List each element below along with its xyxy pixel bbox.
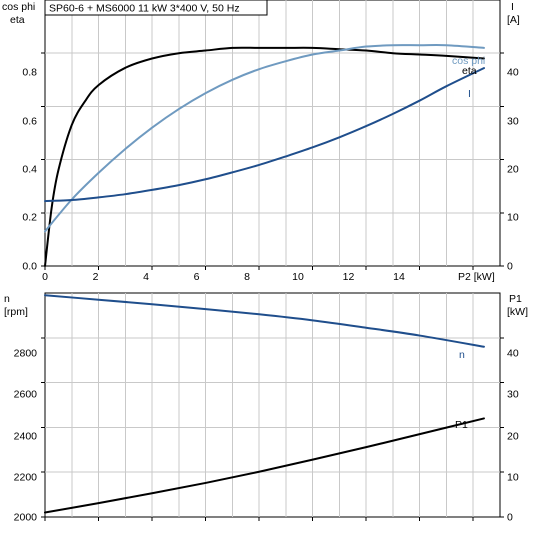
bottom-right-tick-label: 0 [507, 512, 513, 524]
top-left-axis-label-2: eta [10, 14, 25, 26]
series-label-p1: P1 [455, 419, 468, 431]
bottom-plot-frame [44, 292, 501, 518]
top-left-axis-label-1: cos phi [2, 1, 35, 13]
top-right-axis-label-1: I [511, 1, 514, 13]
bottom-right-axis-label-1: P1 [509, 293, 522, 305]
x-tick-label: 0 [42, 271, 48, 283]
series-line-n [44, 294, 485, 348]
bottom-right-axis-label-2: [kW] [507, 306, 528, 318]
top-right-tick-label: 20 [507, 164, 519, 176]
chart-title-box [44, 0, 268, 16]
bottom-left-tick-label: 2200 [14, 472, 38, 484]
series-line-i [44, 67, 485, 203]
top-right-tick-label: 40 [507, 67, 519, 79]
x-tick-label: 4 [143, 271, 149, 283]
bottom-gridlines [41, 293, 504, 521]
top-gridlines [41, 0, 504, 270]
bottom-left-tick-label: 2400 [14, 431, 38, 443]
series-line-cos-phi [44, 44, 485, 233]
top-curves [44, 44, 485, 267]
top-left-tick-label: 0.6 [22, 116, 37, 128]
bottom-panel: n [rpm] P1 [kW] 2800 2600 2400 2200 2000… [4, 292, 528, 524]
x-tick-label: 2 [93, 271, 99, 283]
x-tick-label: 14 [393, 271, 405, 283]
bottom-left-tick-label: 2600 [14, 389, 38, 401]
x-tick-label: 6 [194, 271, 200, 283]
series-label-eta: eta [462, 65, 477, 77]
bottom-right-tick-label: 10 [507, 472, 519, 484]
bottom-right-tick-label: 30 [507, 389, 519, 401]
top-left-tick-label: 0.4 [22, 164, 37, 176]
top-left-tick-label: 0.8 [22, 67, 37, 79]
bottom-right-tick-label: 40 [507, 348, 519, 360]
bottom-left-axis-label-1: n [4, 293, 10, 305]
top-plot-frame [44, 0, 501, 267]
top-right-tick-label: 0 [507, 261, 513, 273]
top-right-tick-label: 10 [507, 212, 519, 224]
top-right-axis-label-2: [A] [507, 14, 520, 26]
series-line-p1 [44, 417, 485, 514]
x-tick-label: 12 [343, 271, 355, 283]
bottom-right-tick-label: 20 [507, 431, 519, 443]
top-left-tick-label: 0.2 [22, 212, 37, 224]
series-label-n: n [459, 349, 465, 361]
top-panel: SP60-6 + MS6000 11 kW 3*400 V, 50 Hz cos… [2, 0, 520, 283]
series-label-cos-phi: cos phi [452, 55, 485, 67]
top-right-tick-label: 30 [507, 116, 519, 128]
series-line-eta [44, 46, 485, 267]
bottom-left-tick-label: 2800 [14, 348, 38, 360]
x-tick-label: 10 [292, 271, 304, 283]
chart-title: SP60-6 + MS6000 11 kW 3*400 V, 50 Hz [49, 3, 240, 15]
bottom-curves [44, 294, 485, 514]
x-axis-label: P2 [kW] [458, 271, 495, 283]
top-left-tick-label: 0.0 [22, 261, 37, 273]
bottom-left-axis-label-2: [rpm] [4, 306, 28, 318]
bottom-left-tick-label: 2000 [14, 512, 38, 524]
series-label-i: I [468, 88, 471, 100]
x-tick-label: 8 [244, 271, 250, 283]
